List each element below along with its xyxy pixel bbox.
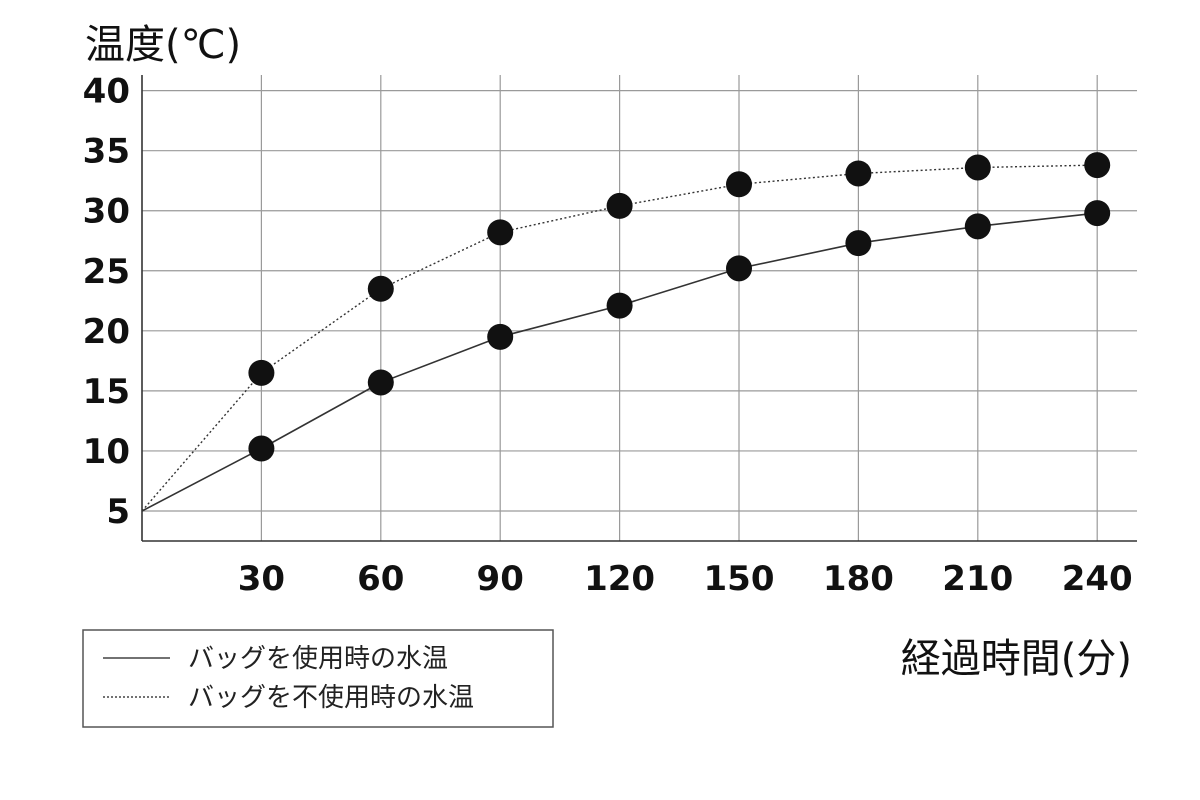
grid-lines <box>142 75 1137 541</box>
data-point-without-bag-60 <box>367 275 394 302</box>
y-tick-label-25: 25 <box>83 252 130 292</box>
y-tick-label-15: 15 <box>83 372 130 412</box>
y-tick-label-40: 40 <box>83 72 130 112</box>
data-point-without-bag-210 <box>964 154 991 181</box>
data-point-without-bag-180 <box>845 160 872 187</box>
series-markers <box>248 152 1111 462</box>
legend-label-without-bag: バッグを不使用時の水温 <box>188 683 474 713</box>
x-tick-label-120: 120 <box>584 559 655 599</box>
data-point-with-bag-90 <box>487 323 514 350</box>
data-point-with-bag-120 <box>606 292 633 319</box>
series-line-without-bag <box>141 164 1098 512</box>
data-point-with-bag-60 <box>367 369 394 396</box>
legend-label-with-bag: バッグを使用時の水温 <box>188 644 448 674</box>
data-point-without-bag-30 <box>248 359 275 386</box>
y-tick-labels: 5 10 15 20 25 30 35 40 <box>83 72 130 532</box>
y-tick-label-5: 5 <box>106 492 130 532</box>
x-tick-label-180: 180 <box>823 559 894 599</box>
data-point-with-bag-240 <box>1084 200 1111 227</box>
data-point-with-bag-30 <box>248 435 275 462</box>
y-tick-label-30: 30 <box>83 192 130 232</box>
data-point-with-bag-150 <box>726 255 752 282</box>
data-point-without-bag-240 <box>1084 152 1111 179</box>
data-point-with-bag-210 <box>964 213 991 240</box>
x-tick-labels: 30 60 90 120 150 180 210 240 <box>238 559 1133 599</box>
data-point-without-bag-120 <box>606 192 633 219</box>
x-tick-label-240: 240 <box>1062 559 1133 599</box>
x-tick-label-210: 210 <box>942 559 1013 599</box>
x-tick-label-150: 150 <box>704 559 775 599</box>
data-point-without-bag-150 <box>726 171 752 198</box>
legend: バッグを使用時の水温 バッグを不使用時の水温 <box>82 629 554 728</box>
data-point-with-bag-180 <box>845 230 872 257</box>
y-tick-label-20: 20 <box>83 312 130 352</box>
legend-box <box>82 629 554 728</box>
x-tick-label-60: 60 <box>357 559 404 599</box>
x-tick-label-90: 90 <box>477 559 524 599</box>
axes <box>141 75 1137 542</box>
x-tick-label-30: 30 <box>238 559 285 599</box>
y-tick-label-10: 10 <box>83 432 130 472</box>
y-tick-label-35: 35 <box>83 132 130 172</box>
data-point-without-bag-90 <box>487 219 514 246</box>
x-axis-title: 経過時間(分) <box>901 636 1132 682</box>
y-axis-title: 温度(℃) <box>85 22 241 68</box>
